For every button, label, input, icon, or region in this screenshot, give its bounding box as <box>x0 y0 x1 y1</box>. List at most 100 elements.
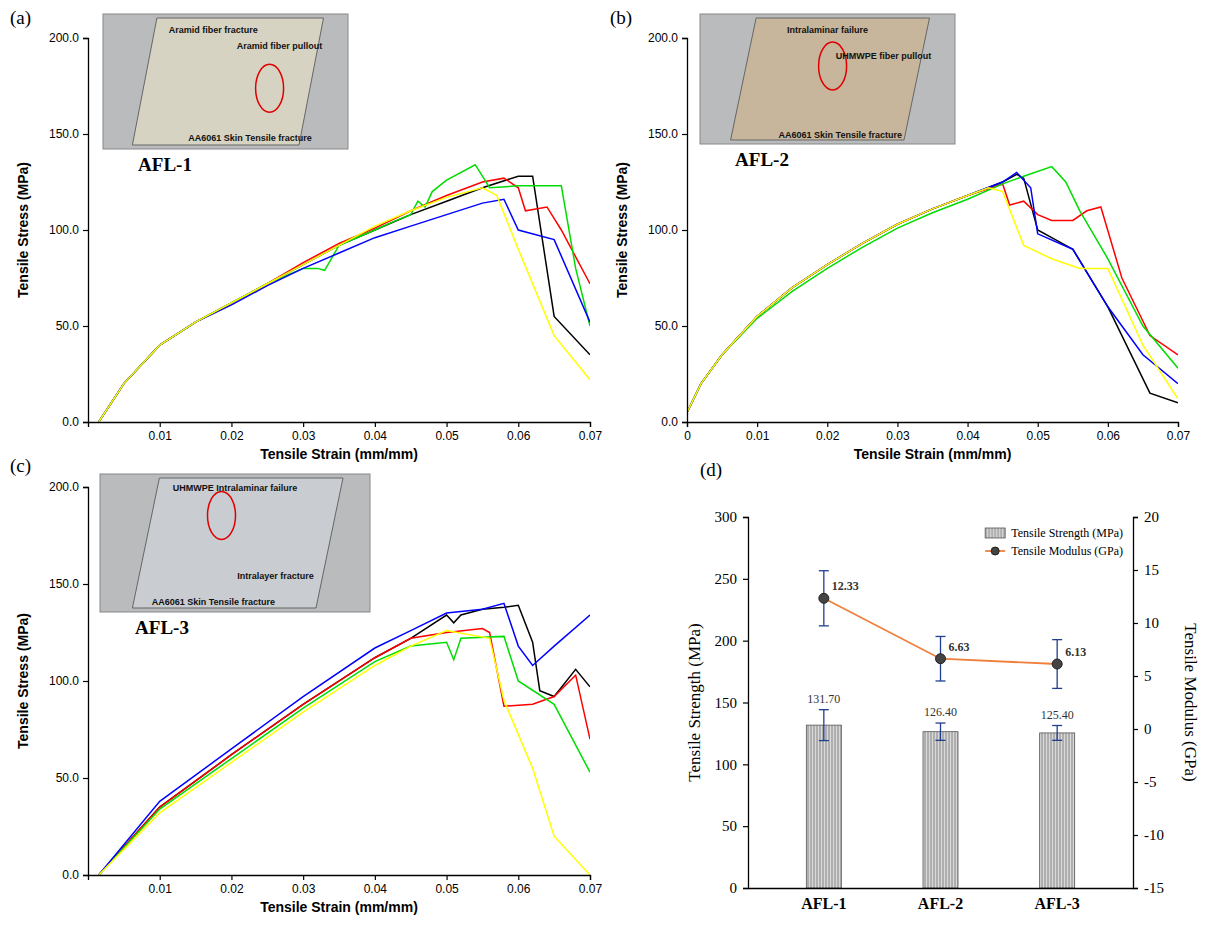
error-bar-part <box>819 570 829 571</box>
tick: 0.01 <box>149 422 173 443</box>
tick-label: 200.0 <box>49 480 79 494</box>
tick-label: 0.03 <box>292 882 316 896</box>
axis: -15-10-505101520 <box>1133 509 1164 896</box>
tick: AFL-3 <box>1035 888 1080 912</box>
tick: 50 <box>722 818 748 834</box>
tick-mark <box>682 326 687 327</box>
tick: 300 <box>715 509 749 525</box>
annotation: Aramid fiber pullout <box>237 41 323 51</box>
tick-label: 50.0 <box>56 319 80 333</box>
error-bar-part <box>819 709 829 710</box>
tick-mark <box>682 38 687 39</box>
y-axis-title: Tensile Stress (MPa) <box>15 613 31 749</box>
tick-label: 100.0 <box>648 223 678 237</box>
tick: 0.04 <box>364 875 388 896</box>
tick: 250 <box>715 571 749 587</box>
error-bar <box>819 710 829 741</box>
tick-label: 100.0 <box>49 674 79 688</box>
tick: 0.01 <box>746 422 770 443</box>
tick: 15 <box>1133 562 1159 578</box>
tick-label: 200.0 <box>49 31 79 45</box>
data-line <box>99 188 590 422</box>
tick-mark <box>590 422 591 427</box>
y-axis-title: Tensile Stress (MPa) <box>614 162 630 298</box>
tick-label: 0.0 <box>62 415 79 429</box>
tick: AFL-1 <box>801 888 846 912</box>
data-label: 126.40 <box>924 705 957 719</box>
tick: 0.07 <box>1167 422 1191 443</box>
tick-label: 50.0 <box>655 319 679 333</box>
data-line <box>687 184 1178 412</box>
annotation: AA6061 Skin Tensile fracture <box>188 133 311 143</box>
y-axis-title: Tensile Stress (MPa) <box>15 162 31 298</box>
sample-label: AFL-3 <box>135 617 189 638</box>
data-line <box>99 178 590 422</box>
tick-mark <box>375 875 376 880</box>
x-axis-title: Tensile Strain (mm/mm) <box>260 899 418 915</box>
data-label: 6.13 <box>1065 645 1086 659</box>
tick: 0.02 <box>220 875 244 896</box>
data-line <box>687 167 1178 413</box>
highlight-ellipse <box>208 491 236 539</box>
data-line <box>99 631 590 875</box>
tick-label: 0.06 <box>1097 429 1121 443</box>
panel-label: (b) <box>610 7 632 29</box>
error-bar-part <box>936 722 946 723</box>
tick-label: 0.07 <box>1167 429 1191 443</box>
tick-mark <box>231 875 232 880</box>
error-bar <box>819 571 829 626</box>
tick-mark <box>827 422 828 427</box>
tick: 200.0 <box>49 480 88 494</box>
tick: 0.02 <box>816 422 840 443</box>
tick: AFL-2 <box>918 888 963 912</box>
tick-label: 0 <box>1144 721 1152 737</box>
error-bar-part <box>936 680 946 681</box>
annotation: UHMWPE Intralaminar failure <box>173 483 298 493</box>
error-bar-part <box>1052 639 1062 640</box>
panel: Intralaminar failureUHMWPE fiber pullout… <box>610 7 1191 462</box>
axis-line <box>89 876 591 881</box>
data-line <box>99 199 590 422</box>
tick-label: 200.0 <box>648 31 678 45</box>
tick: 0.04 <box>956 422 980 443</box>
tick-mark <box>743 579 748 580</box>
tick-label: -15 <box>1144 880 1164 896</box>
tick-mark <box>83 681 88 682</box>
data-line <box>99 603 590 875</box>
tick-mark <box>518 422 519 427</box>
y2-axis-title: Tensile Modulus (GPa) <box>1181 623 1200 781</box>
panel: Aramid fiber fractureAramid fiber pullou… <box>10 7 603 462</box>
tick-label: 10 <box>1144 615 1159 631</box>
axis-line <box>1134 518 1139 889</box>
bar <box>806 725 841 888</box>
tick-label: 150.0 <box>49 577 79 591</box>
annotation: Intralayer fracture <box>237 571 314 581</box>
axis-line <box>743 518 749 889</box>
error-bar-part <box>823 710 824 741</box>
axis: 00.010.020.030.040.050.060.07 <box>684 422 1190 443</box>
tick-label: 0.06 <box>507 882 531 896</box>
error-bar-part <box>936 636 946 637</box>
tick: 0.05 <box>1027 422 1051 443</box>
axis-line <box>83 39 89 423</box>
tick: 20 <box>1133 509 1159 525</box>
tick: -15 <box>1133 880 1164 896</box>
tick: 0.0 <box>62 415 88 429</box>
tick-mark <box>1133 729 1138 730</box>
tick-label: 200 <box>715 633 738 649</box>
x-axis-title: Tensile Strain (mm/mm) <box>854 446 1012 462</box>
tick: 50.0 <box>56 319 88 333</box>
error-bar-part <box>936 740 946 741</box>
annotation: AA6061 Skin Tensile fracture <box>779 130 902 140</box>
tick-label: 0.01 <box>746 429 770 443</box>
tick: 150 <box>715 695 749 711</box>
tick-mark <box>682 230 687 231</box>
tick-mark <box>967 422 968 427</box>
highlight-ellipse <box>256 64 284 112</box>
data-line <box>99 605 590 875</box>
panel-label: (a) <box>10 7 31 29</box>
axis-line <box>749 888 1134 889</box>
error-bar <box>1052 640 1062 689</box>
tick: 0.07 <box>579 422 603 443</box>
tick-mark <box>1133 676 1138 677</box>
